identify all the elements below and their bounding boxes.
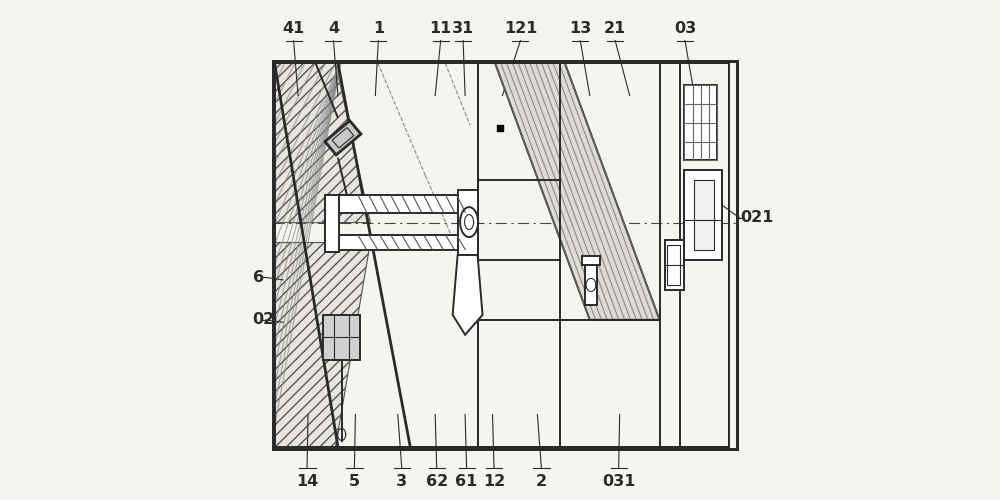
Text: 02: 02	[252, 312, 274, 328]
Text: 03: 03	[674, 20, 696, 36]
Bar	[325, 195, 339, 252]
Text: 62: 62	[426, 474, 448, 490]
Bar	[684, 170, 722, 260]
Bar	[338, 235, 468, 250]
Text: 11: 11	[430, 20, 452, 36]
Text: 2: 2	[536, 474, 547, 490]
Bar	[585, 265, 597, 305]
Bar	[273, 60, 737, 450]
Polygon shape	[275, 63, 370, 222]
Bar	[667, 245, 680, 285]
Bar	[338, 195, 468, 212]
Bar	[323, 315, 360, 360]
Text: 121: 121	[504, 20, 537, 36]
Polygon shape	[325, 120, 361, 155]
Text: 1: 1	[373, 20, 384, 36]
Bar	[478, 63, 729, 447]
Text: 21: 21	[604, 20, 626, 36]
Text: 14: 14	[296, 474, 318, 490]
Text: 41: 41	[282, 20, 305, 36]
Polygon shape	[458, 190, 478, 255]
Text: 12: 12	[483, 474, 505, 490]
Text: 6: 6	[253, 270, 264, 285]
Text: 3: 3	[396, 474, 407, 490]
Bar	[684, 86, 717, 160]
Text: 5: 5	[349, 474, 360, 490]
Text: 61: 61	[455, 474, 478, 490]
Bar	[273, 60, 737, 450]
Bar	[665, 240, 684, 290]
Bar	[478, 63, 729, 447]
Bar	[694, 180, 714, 250]
Bar	[582, 256, 600, 265]
Text: 4: 4	[328, 20, 339, 36]
Text: 031: 031	[602, 474, 635, 490]
Text: 021: 021	[740, 210, 774, 225]
Bar	[275, 63, 478, 447]
Text: 13: 13	[569, 20, 591, 36]
Text: 31: 31	[452, 20, 474, 36]
Polygon shape	[495, 63, 660, 320]
Polygon shape	[275, 242, 370, 447]
Polygon shape	[453, 255, 483, 335]
Bar	[275, 63, 478, 447]
